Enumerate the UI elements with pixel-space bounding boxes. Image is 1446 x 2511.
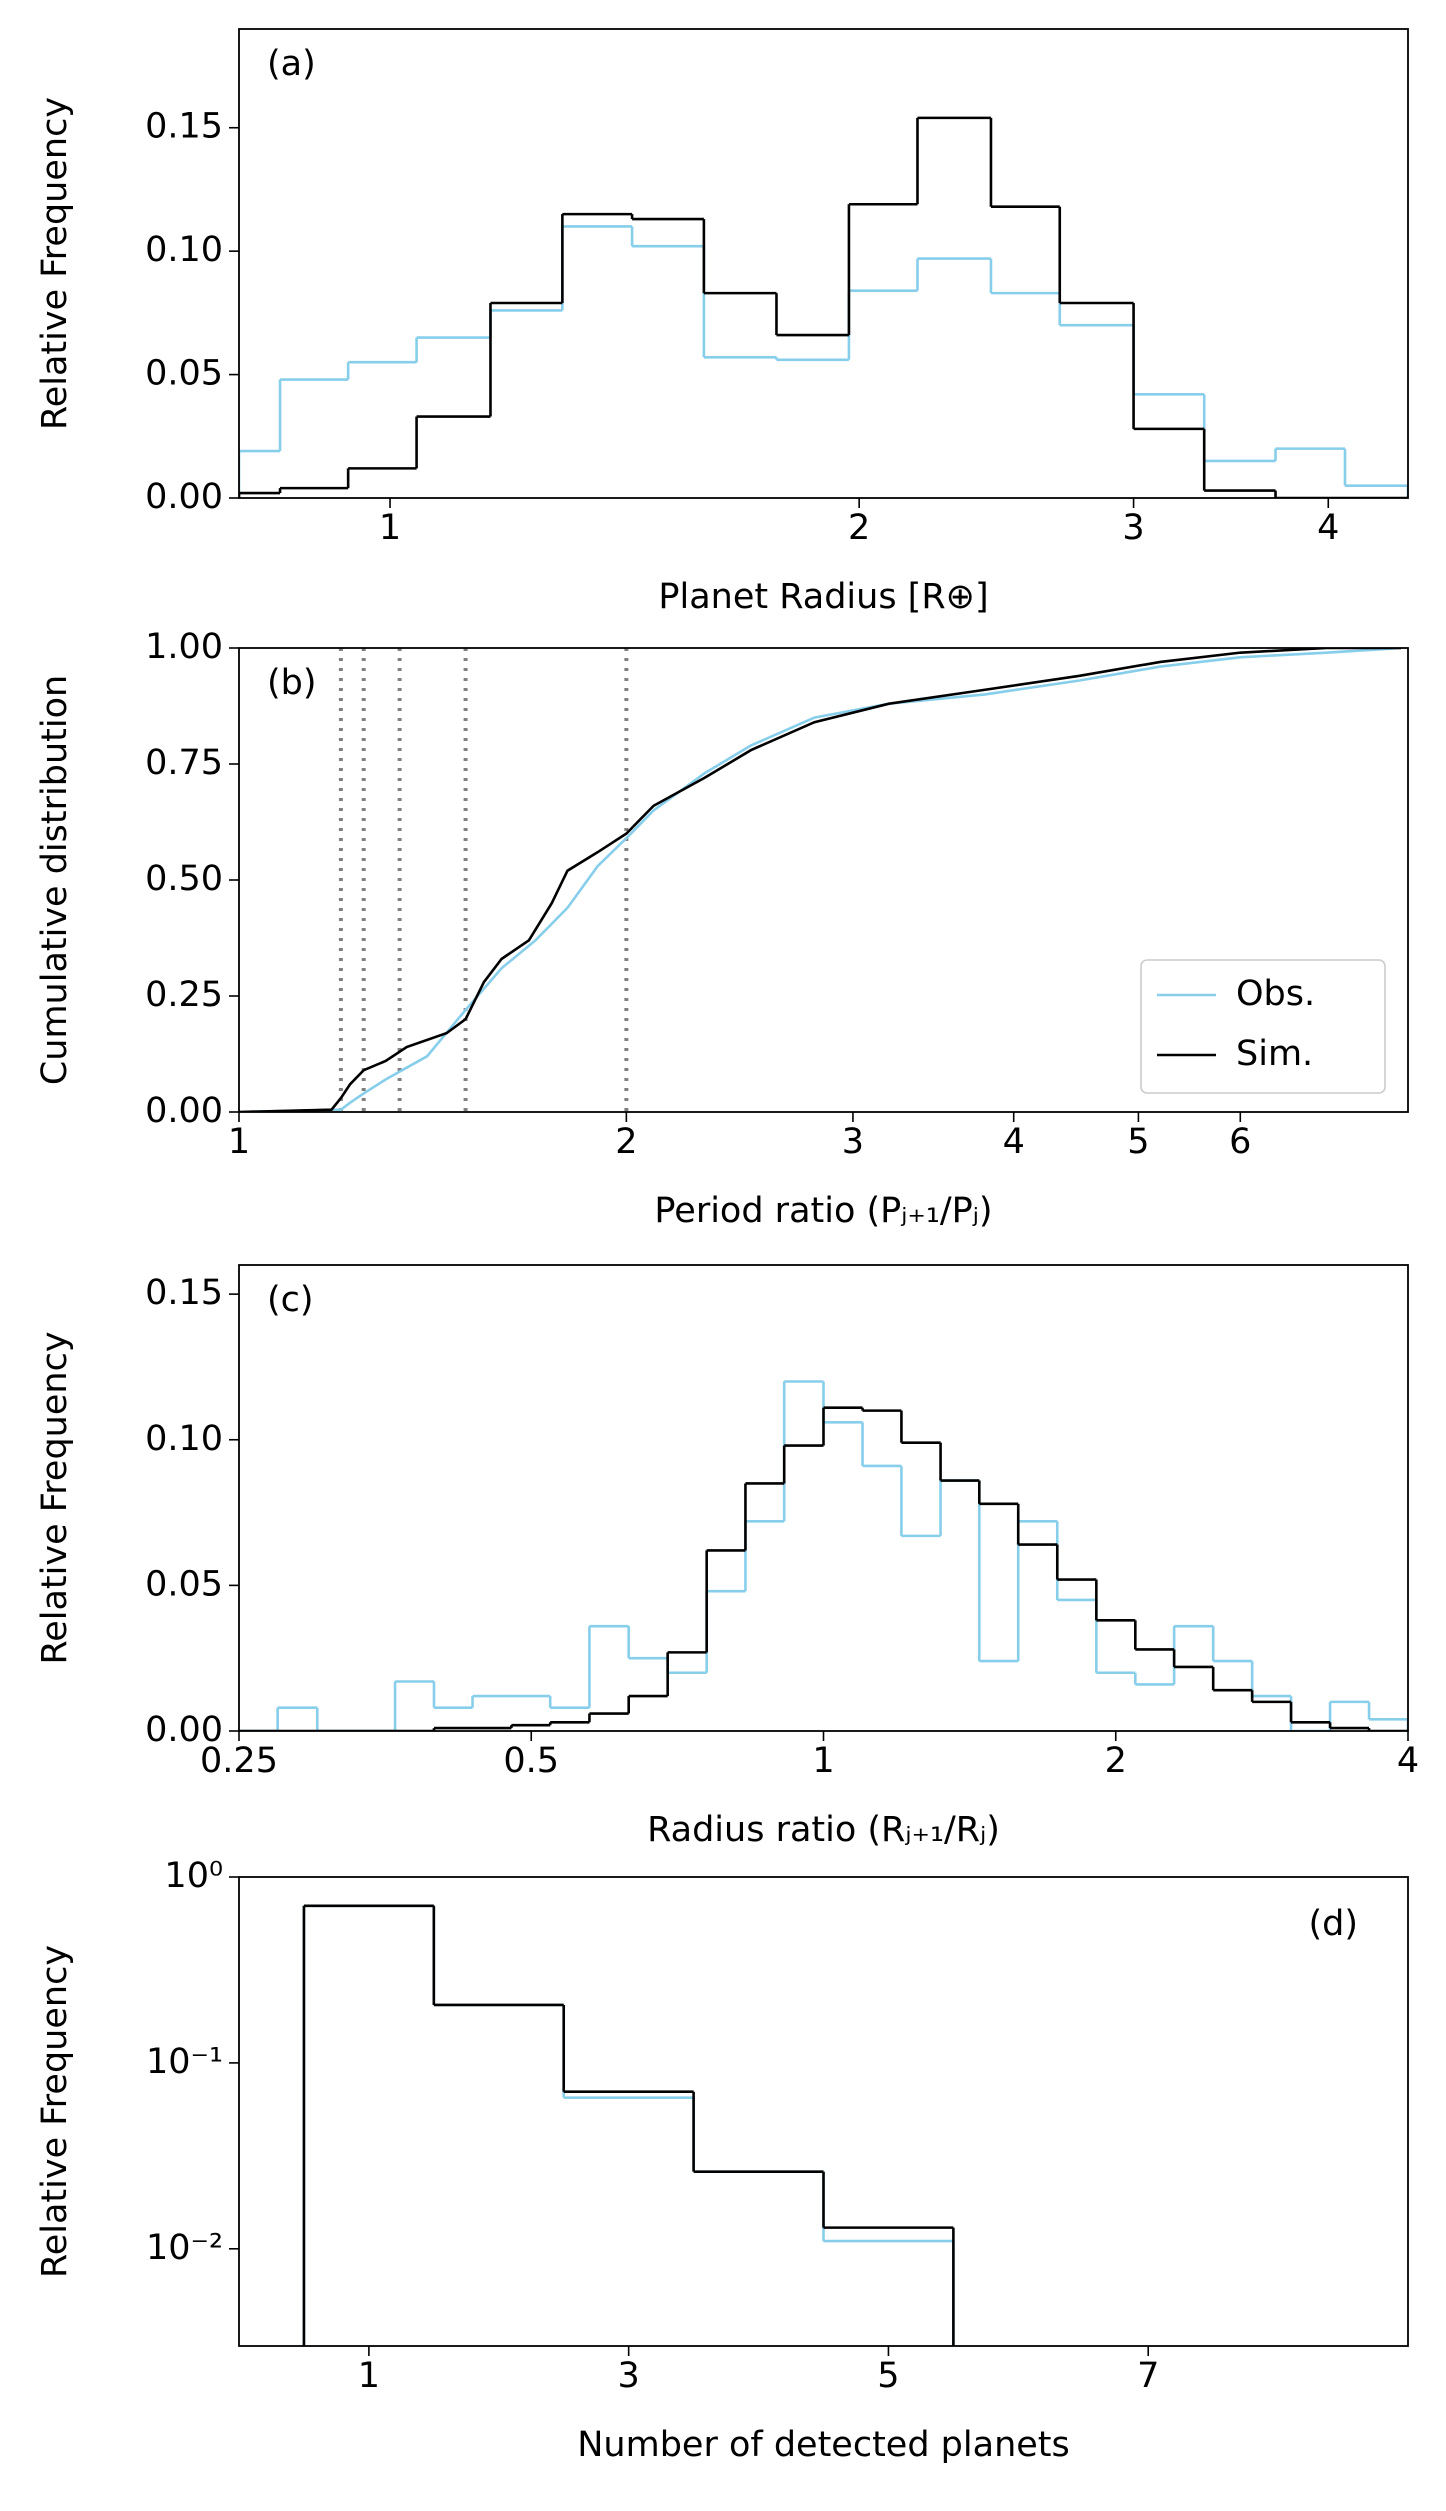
y-tick-label: 0.10	[145, 1419, 223, 1459]
cdf-line	[239, 648, 1402, 1112]
panel-label: (b)	[267, 663, 317, 703]
plot-area	[302, 1904, 955, 2346]
y-axis-label: Relative Frequency	[35, 97, 75, 430]
plot-area	[239, 1380, 1408, 1731]
plot-area	[239, 116, 1408, 498]
x-tick-label: 6	[1229, 1122, 1251, 1162]
panel-label: (d)	[1308, 1904, 1358, 1944]
y-tick-label: 10⁰	[164, 1856, 223, 1896]
axes-frame	[238, 28, 1409, 499]
axes-frame	[238, 1876, 1409, 2347]
x-tick-label: 1	[379, 508, 401, 548]
x-axis-label: Number of detected planets	[577, 2425, 1070, 2465]
x-tick-label: 3	[618, 2356, 640, 2396]
panel: 0.25 0.5 1 2 4 0.00 0.05 0.10 0.15 Radius ratio (…	[35, 1264, 1419, 1850]
x-tick-label: 1	[228, 1122, 250, 1162]
x-tick-label: 2	[848, 508, 870, 548]
legend: Obs. Sim.	[1140, 959, 1386, 1094]
y-tick-label: 0.15	[145, 107, 223, 147]
x-axis-label: Radius ratio (Rⱼ₊₁/Rⱼ)	[647, 1810, 1000, 1850]
y-tick-label: 0.10	[145, 230, 223, 270]
x-tick-label: 3	[1122, 508, 1144, 548]
panel-label: (c)	[267, 1280, 314, 1320]
x-tick-label: 4	[1003, 1122, 1025, 1162]
x-tick-label: 5	[1127, 1122, 1149, 1162]
plot-area	[239, 648, 1402, 1112]
y-tick-label: 0.25	[145, 975, 223, 1015]
axes-frame	[238, 1264, 1409, 1732]
cdf-line	[239, 648, 1402, 1112]
legend-box	[1140, 959, 1386, 1094]
y-tick-label: 1.00	[145, 627, 223, 667]
y-tick-label: 10⁻²	[146, 2228, 223, 2268]
y-tick-label: 0.05	[145, 1564, 223, 1604]
y-tick-label: 0.05	[145, 354, 223, 394]
y-axis-label: Relative Frequency	[35, 1331, 75, 1664]
legend-label: Obs.	[1236, 974, 1315, 1014]
x-tick-label: 2	[615, 1122, 637, 1162]
x-tick-label: 0.25	[200, 1741, 278, 1781]
x-tick-label: 1	[812, 1741, 834, 1781]
y-tick-label: 0.75	[145, 743, 223, 783]
panel: 1 2 3 4 5 6 0.00 0.25 0.50 0.75 1.00 Period ratio (…	[35, 627, 1409, 1231]
axes-frame	[238, 647, 1409, 1113]
x-tick-label: 2	[1105, 1741, 1127, 1781]
x-tick-label: 0.5	[503, 1741, 559, 1781]
y-tick-label: 0.00	[145, 1710, 223, 1750]
x-axis-label: Period ratio (Pⱼ₊₁/Pⱼ)	[654, 1191, 992, 1231]
panel-label: (a)	[267, 44, 316, 84]
y-tick-label: 0.50	[145, 859, 223, 899]
x-tick-label: 3	[842, 1122, 864, 1162]
x-axis-label: Planet Radius [R⊕]	[658, 577, 988, 617]
x-tick-label: 1	[358, 2356, 380, 2396]
y-axis-label: Relative Frequency	[35, 1945, 75, 2278]
legend-label: Sim.	[1236, 1034, 1313, 1074]
y-tick-label: 0.15	[145, 1273, 223, 1313]
y-tick-label: 0.00	[145, 1091, 223, 1131]
x-tick-label: 7	[1137, 2356, 1159, 2396]
panel: 1 2 3 4 0.00 0.05 0.10 0.15 Planet Radius [R⊕] Re…	[35, 28, 1409, 617]
y-tick-label: 10⁻¹	[146, 2042, 223, 2082]
y-tick-label: 0.00	[145, 477, 223, 517]
x-tick-label: 4	[1397, 1741, 1419, 1781]
x-tick-label: 5	[877, 2356, 899, 2396]
x-tick-label: 4	[1317, 508, 1339, 548]
panel: 1 3 5 7 10⁰ 10⁻¹ 10⁻² Number of detected planet…	[35, 1856, 1409, 2465]
y-axis-label: Cumulative distribution	[35, 675, 75, 1085]
